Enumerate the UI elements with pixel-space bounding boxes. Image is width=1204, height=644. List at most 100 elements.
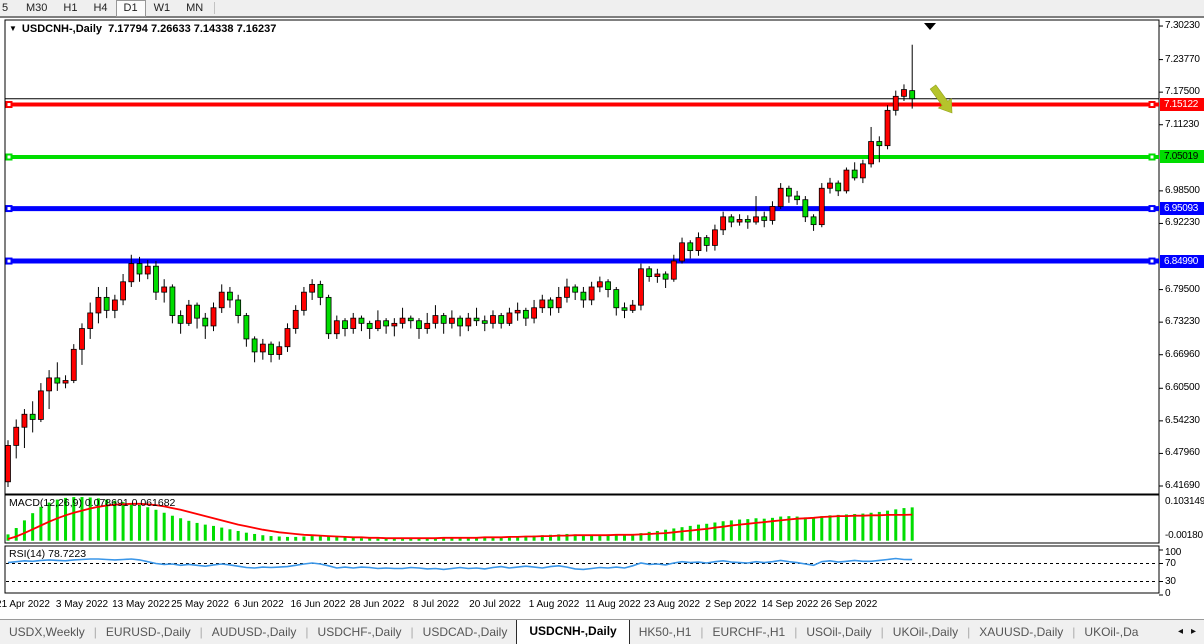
candle-body bbox=[457, 317, 464, 327]
candle-body bbox=[194, 304, 200, 319]
macd-hist-bar bbox=[96, 498, 100, 541]
timeframe-button-5[interactable]: 5 bbox=[2, 1, 9, 14]
macd-axis-min: -0.00180 bbox=[1165, 530, 1203, 541]
timeframe-button-d1[interactable]: D1 bbox=[115, 0, 146, 17]
macd-hist-bar bbox=[507, 536, 511, 541]
macd-hist-bar bbox=[836, 514, 840, 541]
macd-hist-bar bbox=[696, 524, 700, 541]
macd-hist-bar bbox=[762, 518, 766, 541]
price-tick-label: 7.17500 bbox=[1165, 86, 1200, 97]
chart-shift-marker-icon[interactable] bbox=[924, 23, 936, 30]
tab-usdcaddaily[interactable]: USDCAD-,Daily bbox=[422, 625, 508, 639]
macd-hist-bar bbox=[713, 522, 717, 541]
tab-hk50h1[interactable]: HK50-,H1 bbox=[638, 625, 692, 639]
tab-usdchfdaily[interactable]: USDCHF-,Daily bbox=[317, 625, 402, 639]
macd-hist-bar bbox=[861, 513, 865, 541]
toolbar-separator bbox=[214, 2, 216, 14]
candle-body bbox=[29, 413, 36, 420]
date-tick-label: 13 May 2022 bbox=[112, 599, 170, 610]
macd-hist-bar bbox=[269, 536, 273, 541]
timeframe-toolbar: 5 M30 H1 H4 D1 W1 MN bbox=[0, 0, 1204, 18]
date-tick-label: 20 Jul 2022 bbox=[469, 599, 521, 610]
macd-hist-bar bbox=[581, 535, 585, 541]
macd-hist-bar bbox=[795, 516, 799, 541]
macd-hist-bar bbox=[310, 536, 314, 541]
hline-anchor-center bbox=[1150, 155, 1154, 159]
macd-hist-bar bbox=[606, 534, 610, 541]
candle-body bbox=[161, 286, 168, 293]
price-level-badge: 7.05019 bbox=[1160, 150, 1204, 163]
date-tick-label: 25 May 2022 bbox=[171, 599, 229, 610]
arrow-annotation-icon[interactable] bbox=[929, 84, 953, 114]
macd-signal-line bbox=[7, 502, 913, 540]
candle-body bbox=[440, 315, 447, 324]
main-chart-panel[interactable] bbox=[4, 19, 1160, 495]
candle-body bbox=[613, 289, 620, 309]
tab-scroll-right-icon[interactable]: ▸ bbox=[1190, 626, 1196, 637]
timeframe-button-mn[interactable]: MN bbox=[186, 1, 204, 14]
tab-audusddaily[interactable]: AUDUSD-,Daily bbox=[211, 625, 297, 639]
macd-hist-bar bbox=[433, 537, 437, 541]
hline-anchor-center bbox=[1150, 207, 1154, 211]
macd-hist-bar bbox=[573, 534, 577, 541]
candle-body bbox=[654, 273, 661, 277]
candle-body bbox=[843, 169, 850, 192]
rsi-axis-level: 100 bbox=[1165, 547, 1182, 558]
candle-body bbox=[350, 317, 357, 329]
tab-separator: | bbox=[93, 625, 97, 639]
macd-hist-bar bbox=[220, 527, 224, 541]
candle-body bbox=[169, 286, 176, 316]
candle-body bbox=[399, 317, 406, 324]
candle-body bbox=[284, 328, 291, 348]
tab-eurusddaily[interactable]: EURUSD-,Daily bbox=[105, 625, 191, 639]
candle-body bbox=[720, 216, 727, 231]
price-tick-label: 6.73230 bbox=[1165, 316, 1200, 327]
timeframe-button-m30[interactable]: M30 bbox=[26, 1, 48, 14]
macd-hist-bar bbox=[540, 535, 544, 541]
macd-hist-bar bbox=[154, 509, 158, 541]
macd-hist-bar bbox=[853, 514, 857, 541]
candle-body bbox=[243, 315, 250, 340]
rsi-axis-level: 0 bbox=[1165, 588, 1171, 599]
candle-body bbox=[506, 312, 513, 324]
macd-hist-bar bbox=[335, 536, 339, 541]
macd-hist-bar bbox=[614, 534, 618, 541]
tab-eurchfh1[interactable]: EURCHF-,H1 bbox=[712, 625, 786, 639]
macd-hist-bar bbox=[598, 534, 602, 541]
macd-hist-bar bbox=[828, 515, 832, 541]
timeframe-button-h4[interactable]: H4 bbox=[93, 1, 108, 14]
macd-hist-bar bbox=[187, 520, 191, 541]
price-tick-label: 6.41690 bbox=[1165, 480, 1200, 491]
chart-dropdown-icon[interactable]: ▼ bbox=[9, 24, 17, 33]
timeframe-button-w1[interactable]: W1 bbox=[153, 1, 171, 14]
tab-separator: | bbox=[700, 625, 704, 639]
macd-hist-bar bbox=[146, 507, 150, 541]
macd-hist-bar bbox=[466, 537, 470, 541]
candle-body bbox=[564, 286, 570, 298]
tab-usdcnhdaily[interactable]: USDCNH-,Daily bbox=[516, 620, 630, 644]
tab-ukoildaily[interactable]: UKOil-,Daily bbox=[892, 625, 959, 639]
macd-hist-bar bbox=[129, 503, 133, 541]
candle-body bbox=[761, 216, 768, 221]
price-tick-label: 6.60500 bbox=[1165, 382, 1200, 393]
tab-separator: | bbox=[305, 625, 309, 639]
macd-hist-bar bbox=[39, 506, 43, 541]
tab-usdxweekly[interactable]: USDX,Weekly bbox=[9, 625, 85, 639]
macd-hist-bar bbox=[442, 537, 446, 541]
tab-xauusddaily[interactable]: XAUUSD-,Daily bbox=[979, 625, 1064, 639]
macd-hist-bar bbox=[499, 536, 503, 541]
candle-body bbox=[810, 216, 817, 226]
tab-ukoilda[interactable]: UKOil-,Da bbox=[1084, 625, 1139, 639]
rsi-line bbox=[7, 557, 913, 571]
timeframe-button-h1[interactable]: H1 bbox=[63, 1, 78, 14]
candle-body bbox=[465, 317, 472, 327]
candle-body bbox=[111, 299, 118, 311]
candle-body bbox=[358, 317, 365, 324]
tab-scroll-left-icon[interactable]: ◂ bbox=[1177, 626, 1183, 637]
macd-hist-bar bbox=[820, 516, 824, 541]
tab-scroll-arrows: ◂ ▸ bbox=[1170, 626, 1204, 644]
candle-body bbox=[136, 263, 143, 275]
tab-usoildaily[interactable]: USOil-,Daily bbox=[806, 625, 872, 639]
macd-hist-bar bbox=[64, 497, 68, 541]
